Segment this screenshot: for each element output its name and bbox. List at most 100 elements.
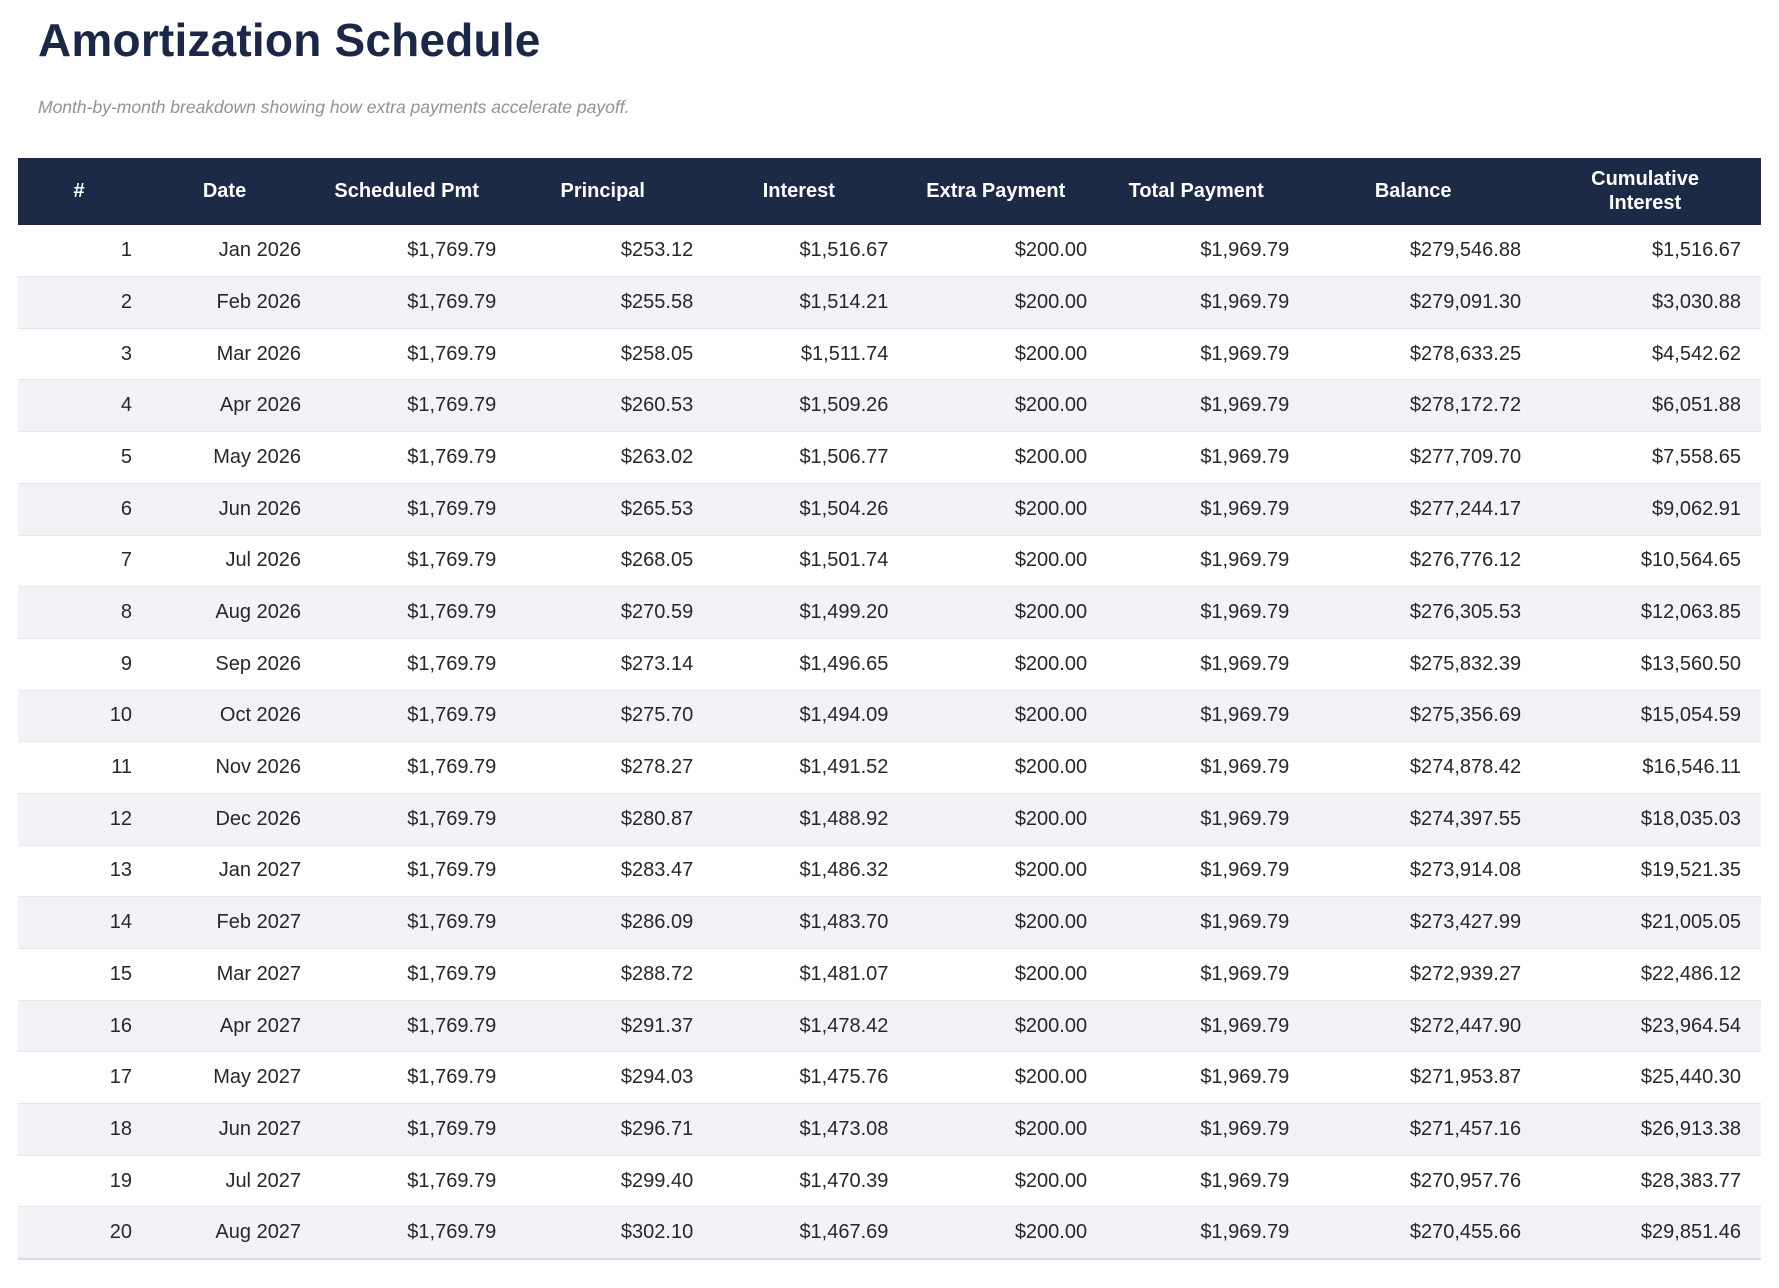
- cell-total-payment: $1,969.79: [1200, 652, 1290, 675]
- cell-interest: $1,475.76: [799, 1066, 889, 1089]
- cell-cumulative-interest: $12,063.85: [1640, 601, 1741, 624]
- cell-principal: $280.87: [620, 807, 694, 830]
- cell-scheduled-pmt: $1,769.79: [407, 1014, 497, 1037]
- cell-total-payment: $1,969.79: [1200, 497, 1290, 520]
- cell-date: Dec 2026: [215, 807, 302, 830]
- cell-row-number: 17: [109, 1066, 132, 1089]
- cell-date: Oct 2026: [219, 704, 302, 727]
- cell-balance: $274,878.42: [1409, 756, 1522, 779]
- cell-balance: $271,457.16: [1409, 1117, 1522, 1140]
- cell-balance: $272,939.27: [1409, 962, 1522, 985]
- amortization-table: # Date Scheduled Pmt Principal Interest …: [18, 157, 1761, 1260]
- cell-date: Jan 2026: [218, 238, 302, 261]
- cell-date: Nov 2026: [215, 756, 302, 779]
- cell-principal: $296.71: [620, 1117, 694, 1140]
- cell-cumulative-interest: $9,062.91: [1652, 497, 1741, 520]
- cell-scheduled-pmt: $1,769.79: [407, 1221, 497, 1244]
- cell-row-number: 18: [109, 1117, 132, 1140]
- cell-interest: $1,478.42: [799, 1014, 889, 1037]
- cell-extra-payment: $200.00: [1014, 394, 1088, 417]
- cell-extra-payment: $200.00: [1014, 962, 1088, 985]
- cell-row-number: 14: [109, 911, 132, 934]
- cell-cumulative-interest: $3,030.88: [1652, 290, 1741, 313]
- cell-row-number: 1: [120, 238, 132, 261]
- cell-scheduled-pmt: $1,769.79: [407, 859, 497, 882]
- column-header-cumulative-interest: Cumulative Interest: [1529, 157, 1761, 225]
- cell-date: Feb 2027: [216, 911, 302, 934]
- table-row: 19 Jul 2027 $1,769.79 $299.40 $1,470.39 $200.…: [18, 1155, 1761, 1207]
- column-header-scheduled-pmt: Scheduled Pmt: [309, 157, 505, 225]
- table-row: 9 Sep 2026 $1,769.79 $273.14 $1,496.65 $200.0…: [18, 638, 1761, 691]
- cell-cumulative-interest: $26,913.38: [1640, 1117, 1741, 1140]
- cell-date: Jul 2026: [225, 549, 302, 572]
- table-row: 7 Jul 2026 $1,769.79 $268.05 $1,501.74 $200.0…: [18, 535, 1761, 587]
- column-header-number: #: [18, 157, 140, 225]
- cell-principal: $253.12: [620, 238, 694, 261]
- cell-row-number: 6: [120, 497, 132, 520]
- cell-row-number: 20: [109, 1221, 132, 1244]
- cell-cumulative-interest: $1,516.67: [1652, 238, 1741, 261]
- cell-date: May 2027: [213, 1066, 302, 1089]
- cell-scheduled-pmt: $1,769.79: [407, 497, 497, 520]
- cell-total-payment: $1,969.79: [1200, 704, 1290, 727]
- page-title: Amortization Schedule: [38, 14, 541, 66]
- cell-cumulative-interest: $7,558.65: [1652, 445, 1741, 468]
- cell-interest: $1,488.92: [799, 807, 889, 830]
- cell-cumulative-interest: $6,051.88: [1652, 394, 1741, 417]
- cell-date: Sep 2026: [215, 652, 302, 675]
- cell-principal: $260.53: [620, 394, 694, 417]
- cell-row-number: 13: [109, 859, 132, 882]
- table-row: 11 Nov 2026 $1,769.79 $278.27 $1,491.52 $200.…: [18, 741, 1761, 794]
- cell-extra-payment: $200.00: [1014, 342, 1088, 365]
- column-header-principal: Principal: [504, 157, 702, 225]
- cell-cumulative-interest: $29,851.46: [1640, 1221, 1741, 1244]
- cell-date: Apr 2026: [219, 394, 302, 417]
- cell-cumulative-interest: $13,560.50: [1640, 652, 1741, 675]
- cell-interest: $1,491.52: [799, 756, 889, 779]
- cell-row-number: 4: [120, 394, 132, 417]
- table-header-row: # Date Scheduled Pmt Principal Interest …: [18, 157, 1761, 225]
- cell-principal: $273.14: [620, 652, 694, 675]
- table-row: 8 Aug 2026 $1,769.79 $270.59 $1,499.20 $200.0…: [18, 586, 1761, 639]
- table-header: # Date Scheduled Pmt Principal Interest …: [18, 157, 1761, 225]
- table-row: 15 Mar 2027 $1,769.79 $288.72 $1,481.07 $200.…: [18, 948, 1761, 1001]
- cell-date: Mar 2027: [216, 962, 302, 985]
- cell-principal: $268.05: [620, 549, 694, 572]
- cell-principal: $275.70: [620, 704, 694, 727]
- cell-balance: $275,832.39: [1409, 652, 1522, 675]
- cell-principal: $263.02: [620, 445, 694, 468]
- cell-balance: $275,356.69: [1409, 704, 1522, 727]
- cell-extra-payment: $200.00: [1014, 911, 1088, 934]
- cell-total-payment: $1,969.79: [1200, 1014, 1290, 1037]
- cell-principal: $291.37: [620, 1014, 694, 1037]
- cell-scheduled-pmt: $1,769.79: [407, 1117, 497, 1140]
- cell-scheduled-pmt: $1,769.79: [407, 1169, 497, 1192]
- cell-extra-payment: $200.00: [1014, 445, 1088, 468]
- cell-extra-payment: $200.00: [1014, 652, 1088, 675]
- cell-row-number: 3: [120, 342, 132, 365]
- cell-scheduled-pmt: $1,769.79: [407, 238, 497, 261]
- cell-balance: $277,244.17: [1409, 497, 1522, 520]
- cell-row-number: 12: [109, 807, 132, 830]
- cell-balance: $274,397.55: [1409, 807, 1522, 830]
- cell-principal: $283.47: [620, 859, 694, 882]
- cell-balance: $278,172.72: [1409, 394, 1522, 417]
- cell-interest: $1,499.20: [799, 601, 889, 624]
- cell-interest: $1,501.74: [799, 549, 889, 572]
- cell-total-payment: $1,969.79: [1200, 962, 1290, 985]
- cell-cumulative-interest: $15,054.59: [1640, 704, 1741, 727]
- schedule-table-body: 1 Jan 2026 $1,769.79 $253.12 $1,516.67 $200.0…: [18, 224, 1761, 1259]
- cell-date: Jul 2027: [225, 1169, 302, 1192]
- cell-total-payment: $1,969.79: [1200, 807, 1290, 830]
- cell-total-payment: $1,969.79: [1200, 911, 1290, 934]
- cell-interest: $1,511.74: [800, 342, 889, 365]
- cell-interest: $1,514.21: [799, 290, 889, 313]
- cell-balance: $270,455.66: [1409, 1221, 1522, 1244]
- cell-interest: $1,481.07: [799, 962, 889, 985]
- cell-balance: $279,091.30: [1409, 290, 1522, 313]
- cell-principal: $258.05: [620, 342, 694, 365]
- cell-extra-payment: $200.00: [1014, 1169, 1088, 1192]
- column-header-interest: Interest: [701, 157, 897, 225]
- cell-extra-payment: $200.00: [1014, 1117, 1088, 1140]
- cell-extra-payment: $200.00: [1014, 1066, 1088, 1089]
